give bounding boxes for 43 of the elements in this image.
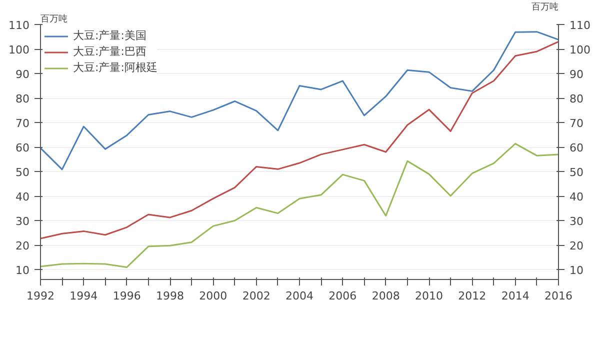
- legend-label: 大豆:产量:阿根廷: [73, 60, 158, 75]
- x-tick-label: 2002: [242, 290, 270, 302]
- x-tick-label: 1994: [70, 290, 98, 302]
- y-tick-label: 110: [8, 19, 30, 32]
- y2-tick-label: 40: [570, 190, 584, 204]
- x-tick-label: 1998: [156, 290, 184, 302]
- y-tick-label: 60: [16, 142, 30, 155]
- legend-label: 大豆:产量:美国: [73, 28, 146, 43]
- y-axis-title: 百万吨: [40, 14, 68, 24]
- y2-axis-title: 百万吨: [532, 2, 558, 12]
- legend-label: 大豆:产量:巴西: [73, 44, 146, 59]
- x-tick-label: 2000: [199, 290, 228, 302]
- y2-tick-label: 60: [570, 142, 584, 155]
- x-tick-label: 1992: [26, 290, 55, 302]
- y-tick-label: 80: [16, 92, 30, 106]
- y2-tick-label: 50: [570, 166, 584, 180]
- y-tick-label: 40: [16, 190, 30, 204]
- x-tick-label: 2010: [415, 290, 444, 302]
- y-tick-label: 30: [16, 215, 30, 228]
- x-tick-label: 2014: [501, 290, 530, 302]
- y-tick-label: 20: [16, 240, 30, 253]
- x-tick-label: 2016: [544, 290, 573, 302]
- y-tick-label: 10: [16, 264, 30, 278]
- y-tick-label: 70: [16, 117, 30, 130]
- y2-tick-label: 90: [570, 68, 584, 82]
- line-series: [40, 142, 558, 268]
- y2-tick-label: 70: [570, 117, 584, 130]
- y2-tick-label: 10: [570, 264, 584, 278]
- y-tick-label: 90: [16, 68, 30, 82]
- y2-tick-label: 110: [570, 19, 590, 32]
- y2-tick-label: 100: [570, 44, 590, 57]
- line-series: [40, 31, 558, 170]
- y-tick-label: 50: [16, 166, 30, 180]
- y-tick-label: 100: [8, 44, 30, 57]
- x-tick-label: 2006: [328, 290, 357, 302]
- x-tick-label: 2012: [458, 290, 486, 302]
- line-series: [40, 40, 558, 240]
- x-tick-label: 1996: [112, 290, 141, 302]
- y2-tick-label: 30: [570, 215, 584, 228]
- x-tick-label: 2004: [286, 290, 314, 302]
- y2-tick-label: 20: [570, 240, 584, 253]
- y2-tick-label: 80: [570, 92, 584, 106]
- x-tick-label: 2008: [372, 290, 400, 302]
